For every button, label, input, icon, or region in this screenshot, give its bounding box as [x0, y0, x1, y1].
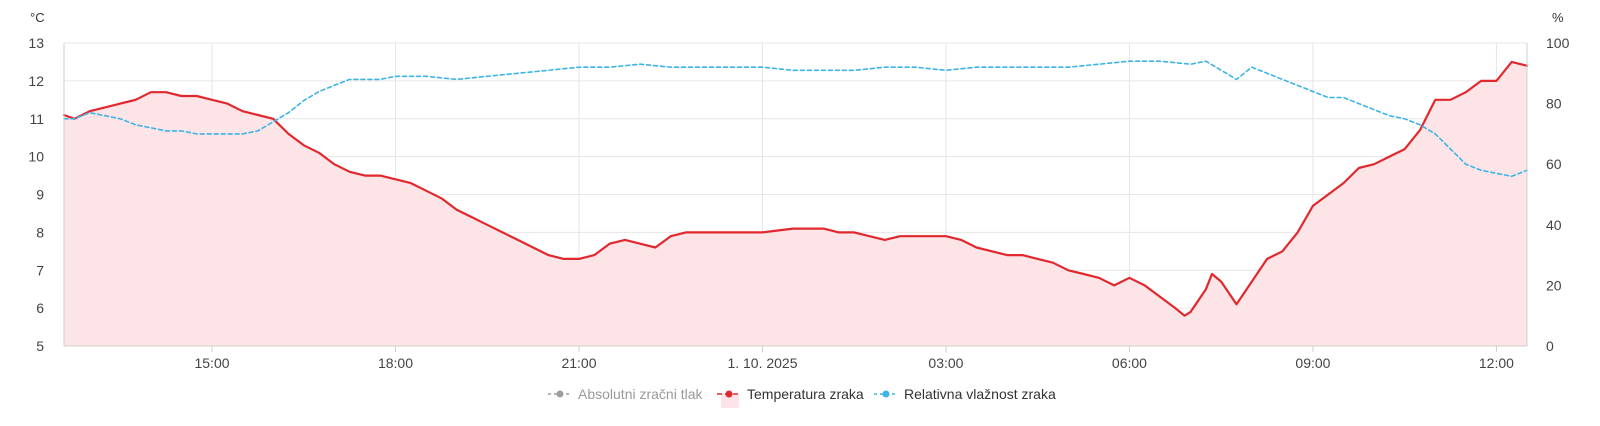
- x-tick-label: 18:00: [378, 355, 413, 371]
- legend-item-0[interactable]: Absolutni zračni tlak: [548, 386, 704, 402]
- series-line-2: [63, 60, 1528, 178]
- legend-label: Relativna vlažnost zraka: [904, 386, 1056, 402]
- legend-item-1[interactable]: Temperatura zraka: [717, 386, 864, 408]
- legend-item-2[interactable]: Relativna vlažnost zraka: [874, 386, 1056, 402]
- y-left-tick-label: 5: [36, 338, 44, 354]
- y-left-tick-label: 6: [36, 300, 44, 316]
- series-area-1: [64, 61, 1527, 347]
- y-left-unit: °C: [30, 10, 45, 25]
- y-left-tick-label: 10: [28, 149, 44, 165]
- y-right-unit: %: [1552, 10, 1564, 25]
- x-tick-label: 1. 10. 2025: [727, 355, 797, 371]
- y-left-tick-label: 7: [36, 262, 44, 278]
- legend-label: Temperatura zraka: [747, 386, 864, 402]
- y-right-tick-label: 80: [1546, 96, 1562, 112]
- legend-swatch-area: [721, 394, 739, 408]
- y-right-tick-label: 20: [1546, 277, 1562, 293]
- area-fills: [64, 61, 1527, 347]
- y-right-tick-label: 40: [1546, 217, 1562, 233]
- x-tick-label: 21:00: [561, 355, 596, 371]
- y-right-tick-label: 60: [1546, 156, 1562, 172]
- legend[interactable]: Absolutni zračni tlak Temperatura zraka Re…: [548, 386, 1056, 408]
- series-lines: [62, 60, 1529, 317]
- legend-label: Absolutni zračni tlak: [578, 386, 704, 402]
- x-tick-label: 15:00: [194, 355, 229, 371]
- y-left-tick-label: 8: [36, 224, 44, 240]
- legend-swatch-dot: [882, 390, 890, 398]
- y-left-tick-label: 13: [28, 35, 44, 51]
- y-right-tick-label: 100: [1546, 35, 1570, 51]
- x-tick-label: 03:00: [928, 355, 963, 371]
- y-left-tick-label: 12: [28, 73, 44, 89]
- y-right-tick-label: 0: [1546, 338, 1554, 354]
- legend-swatch-dot: [556, 390, 564, 398]
- x-tick-label: 12:00: [1479, 355, 1514, 371]
- x-tick-label: 09:00: [1295, 355, 1330, 371]
- axes: 5 6 7 8 9 10 11 12 13 0 20 40 60 80 100 15:00 18:00 21:00…: [28, 10, 1569, 371]
- y-left-tick-label: 9: [36, 187, 44, 203]
- legend-swatch-dot: [725, 390, 733, 398]
- y-left-tick-label: 11: [29, 111, 44, 127]
- series-line-1: [62, 60, 1529, 317]
- x-tick-label: 06:00: [1112, 355, 1147, 371]
